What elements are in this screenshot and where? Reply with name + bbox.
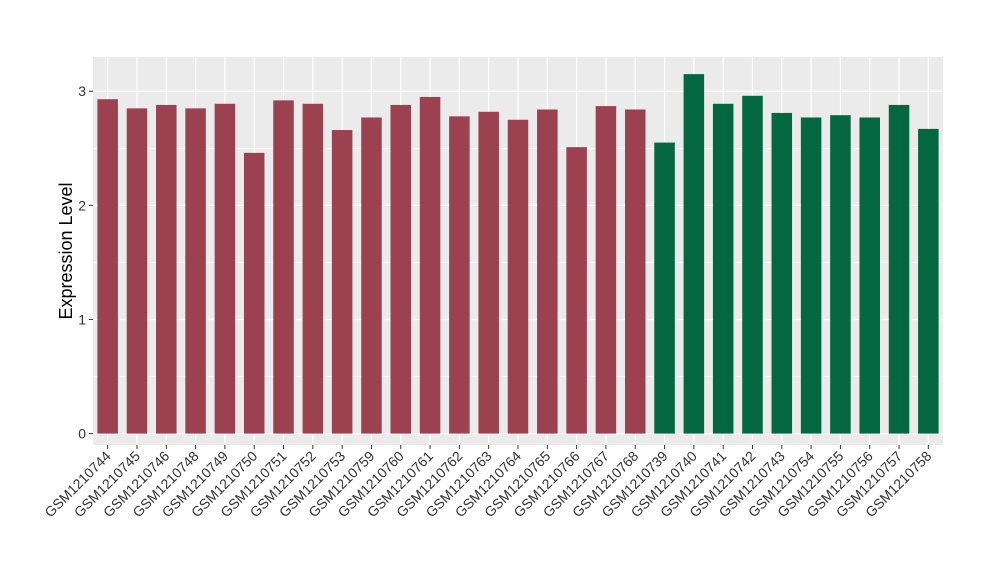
bars [97,74,939,434]
bar [800,117,822,434]
bar [302,103,324,434]
bar [126,108,148,434]
y-tick-label: 0 [78,426,86,442]
bar [273,100,294,434]
bar [331,130,353,434]
bar [243,152,265,434]
bar [478,111,499,434]
bar [859,117,880,434]
bar [712,103,734,434]
bar [507,119,529,434]
bar [214,103,236,434]
bar [419,96,441,434]
bar [918,128,939,434]
bar [390,104,412,434]
y-tick-label: 3 [78,83,86,99]
bar [742,95,763,434]
bar [566,147,587,434]
y-axis: 0 1 2 3 [78,83,93,442]
bar [624,109,646,434]
bar [595,106,617,434]
bar [654,142,675,434]
bar [185,108,206,434]
bar [888,104,910,434]
y-axis-title: Expression Level [56,182,76,319]
bar [537,109,558,434]
y-tick-label: 1 [78,311,86,327]
bar [830,115,851,434]
bar [361,117,382,434]
bar [683,74,705,434]
bar [156,104,177,434]
bar [449,116,470,434]
x-axis: GSM1210744GSM1210745GSM1210746GSM1210748… [41,445,935,520]
bar [97,99,118,434]
bar [771,112,793,434]
y-tick-label: 2 [78,197,86,213]
